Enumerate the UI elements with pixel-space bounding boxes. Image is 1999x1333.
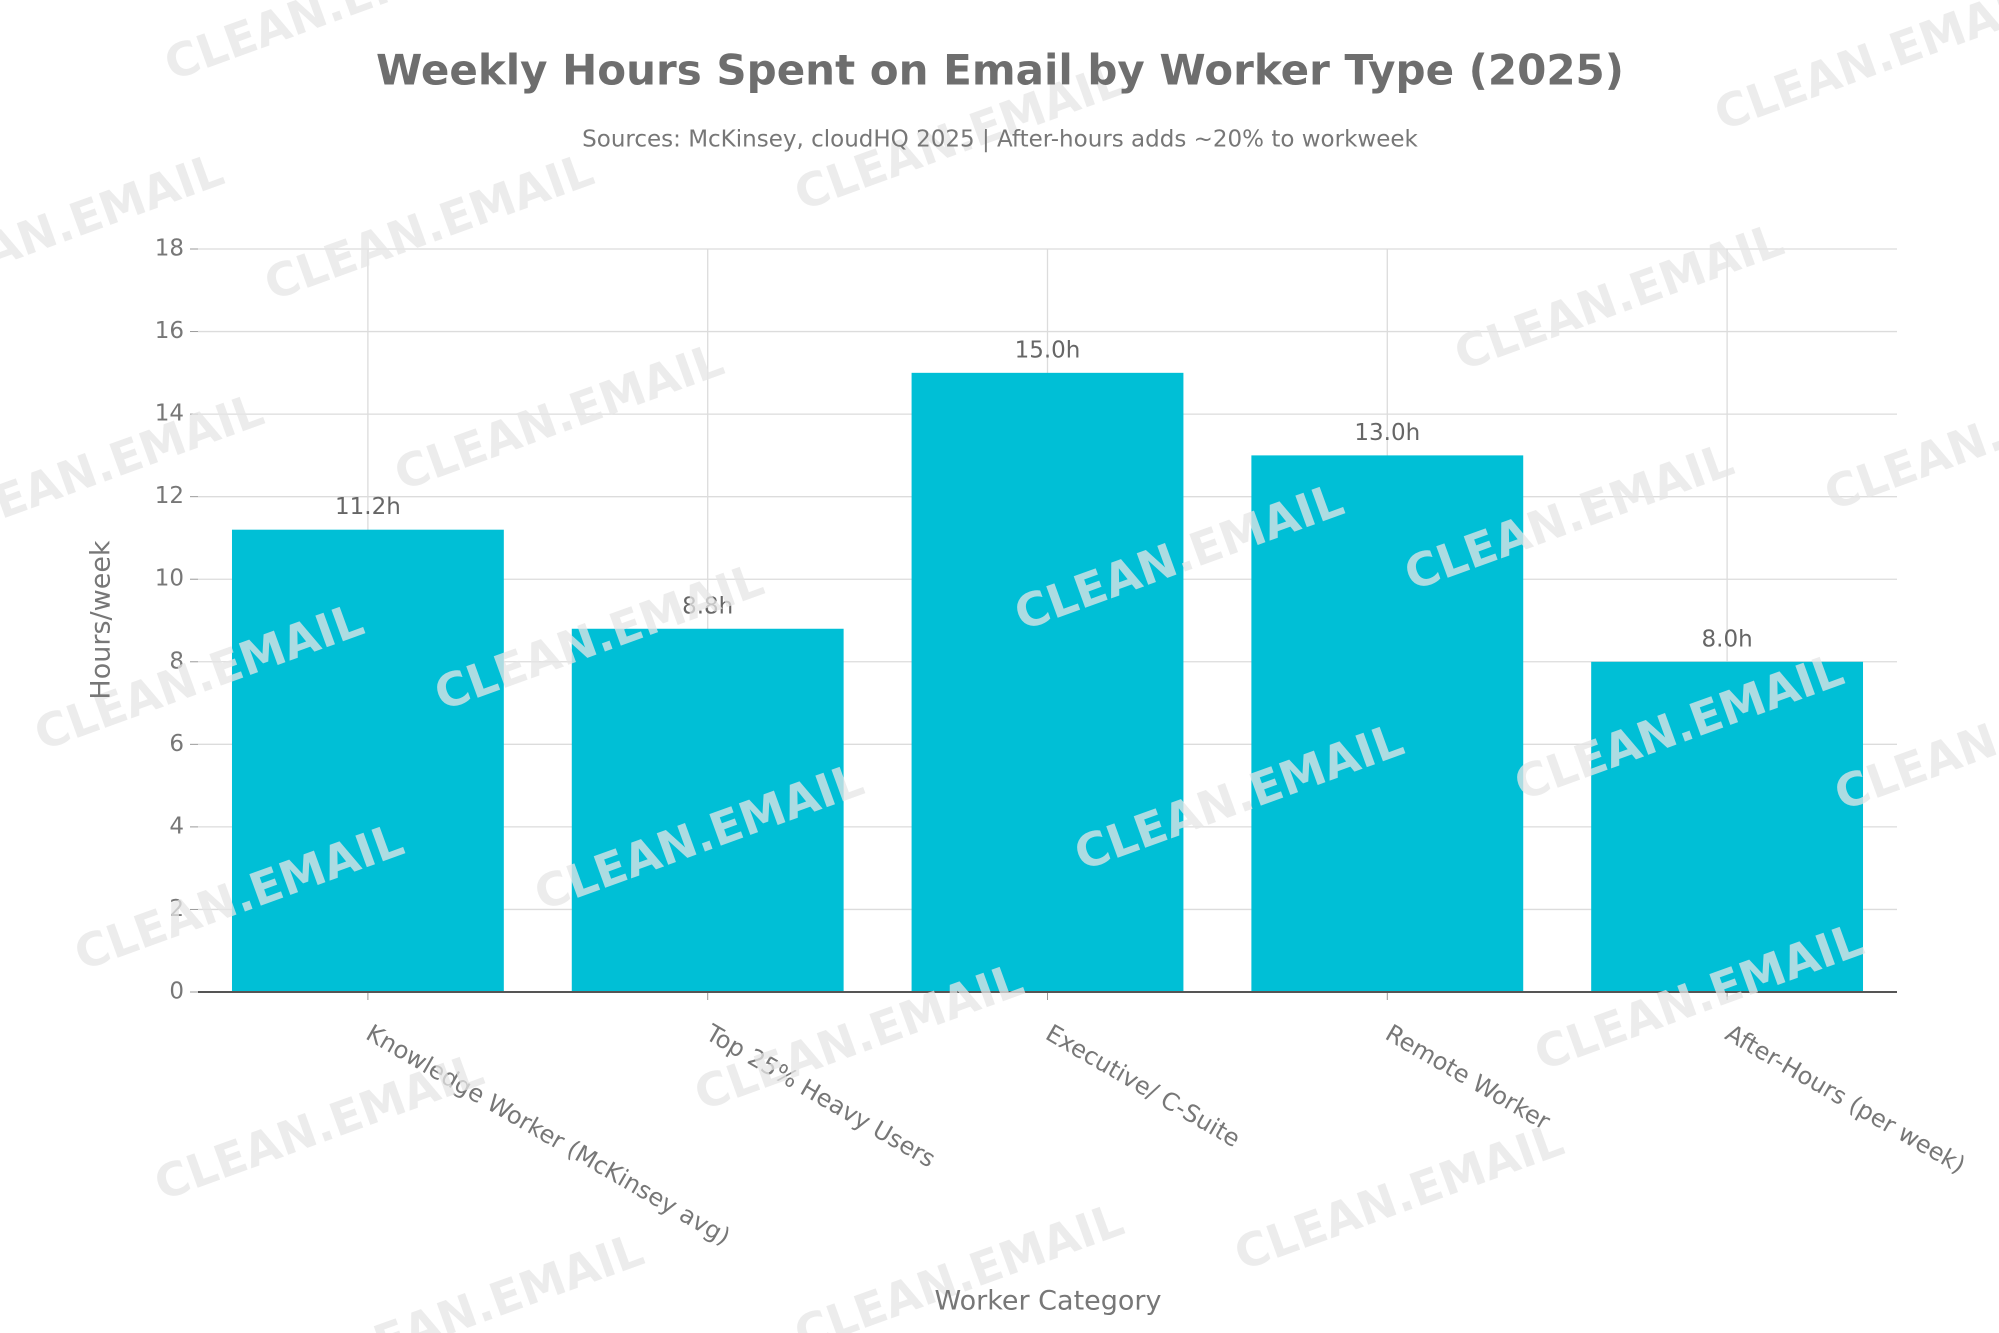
y-tick-label: 18 — [155, 236, 184, 262]
y-tick-label: 12 — [155, 483, 184, 509]
value-label: 13.0h — [1354, 420, 1420, 446]
y-tick-label: 2 — [169, 896, 184, 922]
bar — [231, 529, 504, 992]
bars — [231, 372, 1864, 992]
watermark: CLEAN.EMAIL — [307, 1222, 650, 1333]
watermark: CLEAN.EMAIL — [257, 142, 600, 311]
bar — [911, 372, 1184, 992]
y-tick-label: 8 — [169, 648, 184, 674]
x-axis-title: Worker Category — [934, 1286, 1161, 1317]
value-label: 8.0h — [1702, 626, 1753, 652]
y-tick-label: 6 — [169, 731, 184, 757]
watermark: CLEAN.EMAIL — [147, 1042, 490, 1211]
bar — [1251, 455, 1524, 992]
watermark: CLEAN.EMAIL — [1227, 1112, 1570, 1281]
value-label: 11.2h — [335, 494, 401, 520]
watermark: CLEAN.EMAIL — [387, 332, 730, 501]
y-tick-label: 14 — [155, 401, 184, 427]
watermark: CLEAN.EMAIL — [0, 382, 270, 551]
watermark: CLEAN.EMAIL — [1447, 212, 1790, 381]
y-tick-label: 4 — [169, 813, 184, 839]
watermark: CLEAN.EMAIL — [1707, 0, 1999, 141]
y-tick-label: 0 — [169, 979, 184, 1005]
x-tick-label: Knowledge Worker (McKinsey avg) — [361, 1019, 735, 1251]
x-tick-label: After-Hours (per week) — [1721, 1019, 1971, 1179]
watermark: CLEAN.EMAIL — [1817, 352, 1999, 521]
y-axis-title: Hours/week — [86, 540, 117, 700]
value-label: 15.0h — [1015, 337, 1081, 363]
y-tick-label: 10 — [155, 566, 184, 592]
watermark: CLEAN.EMAIL — [0, 142, 230, 311]
y-tick-label: 16 — [155, 318, 184, 344]
chart-subtitle: Sources: McKinsey, cloudHQ 2025 | After-… — [582, 127, 1418, 153]
x-tick-label: Executive/ C-Suite — [1041, 1019, 1245, 1153]
bar — [1591, 661, 1864, 992]
value-label: 8.8h — [682, 593, 733, 619]
chart-title: Weekly Hours Spent on Email by Worker Ty… — [376, 46, 1624, 95]
bar — [571, 628, 844, 992]
